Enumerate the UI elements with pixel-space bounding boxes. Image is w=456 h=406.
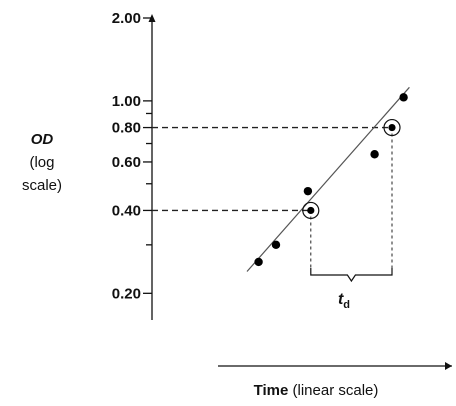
highlighted-point [388, 123, 396, 132]
data-point [399, 93, 408, 102]
x-axis-label-main: Time [254, 382, 289, 399]
doubling-guides [152, 126, 393, 283]
x-axis-arrow-head [445, 362, 452, 370]
fit-line [246, 86, 410, 272]
doubling-time-brace [310, 268, 393, 283]
axes [143, 14, 156, 320]
y-tick-label: 0.40 [112, 202, 141, 219]
highlighted-point-ring [302, 201, 320, 220]
doubling-time-symbol: t [338, 291, 344, 308]
highlighted-point [307, 206, 315, 215]
x-axis-label-note: (linear scale) [288, 382, 378, 399]
x-axis-label: Time (linear scale) [254, 382, 379, 399]
y-tick-label: 2.00 [112, 10, 141, 27]
doubling-time-label: td [338, 291, 350, 311]
y-axis-label-note-1: (log [29, 154, 54, 171]
doubling-time-subscript: d [343, 299, 350, 311]
highlighted-point-ring [383, 118, 401, 137]
data-point [370, 150, 379, 159]
fit-line-group [246, 86, 410, 272]
y-axis-label-note-2: scale) [22, 177, 62, 194]
data-point [271, 240, 281, 250]
y-tick-label: 0.80 [112, 120, 141, 137]
data-point [254, 257, 263, 267]
data-point [303, 186, 313, 196]
y-tick-labels: 2.00 1.00 0.80 0.60 0.40 0.20 [112, 10, 141, 302]
data-points [254, 93, 408, 267]
y-tick-label: 0.60 [112, 154, 141, 171]
y-tick-label: 1.00 [112, 93, 141, 110]
y-axis-label: OD [31, 131, 54, 148]
y-tick-label: 0.20 [112, 285, 141, 302]
